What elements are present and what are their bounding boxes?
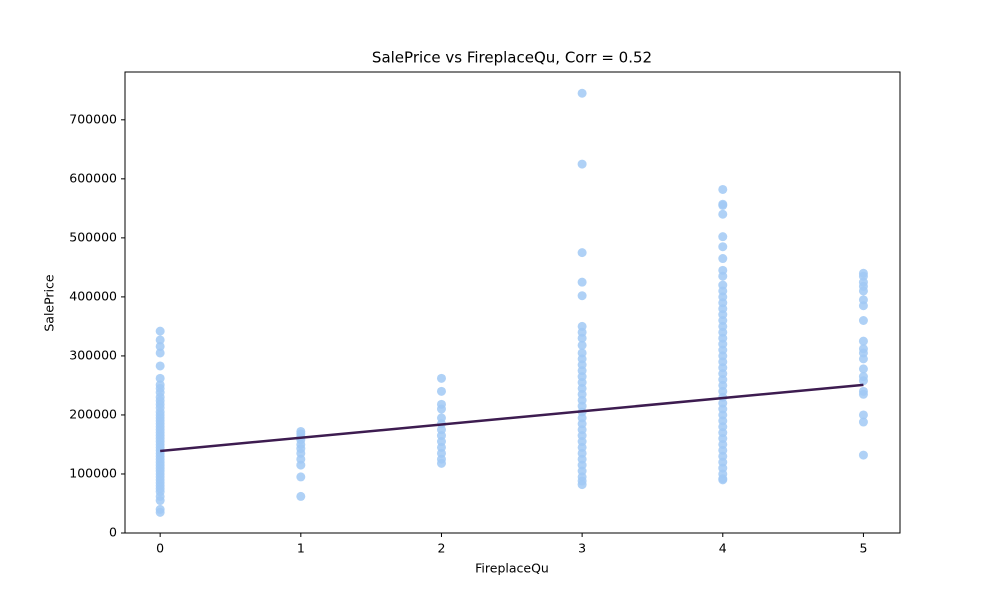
plot-frame: [124, 71, 901, 534]
y-tick-label: 300000: [69, 347, 117, 362]
point: [155, 361, 165, 371]
point: [436, 373, 446, 383]
point: [155, 335, 165, 345]
point: [858, 286, 868, 296]
point: [296, 460, 306, 470]
point: [436, 386, 446, 396]
point: [436, 458, 446, 468]
regression-line: [160, 383, 864, 453]
y-tick-label: 700000: [69, 111, 117, 126]
point: [858, 364, 868, 374]
point: [577, 480, 587, 490]
point: [858, 336, 868, 346]
point: [718, 254, 728, 264]
x-tick-label: 5: [859, 541, 867, 556]
point: [718, 209, 728, 219]
point: [296, 472, 306, 482]
point: [718, 184, 728, 194]
point: [858, 316, 868, 326]
y-tick-label: 0: [109, 525, 117, 540]
point: [155, 348, 165, 358]
point: [577, 159, 587, 169]
x-tick-label: 3: [578, 541, 586, 556]
point: [155, 341, 165, 351]
point: [436, 404, 446, 414]
point: [718, 242, 728, 252]
point: [858, 301, 868, 311]
point: [858, 410, 868, 420]
point: [718, 271, 728, 281]
chart-title: SalePrice vs FireplaceQu, Corr = 0.52: [372, 49, 652, 67]
point: [577, 277, 587, 287]
x-tick-label: 1: [297, 541, 305, 556]
point: [155, 326, 165, 336]
y-tick-label: 100000: [69, 465, 117, 480]
point: [858, 354, 868, 364]
x-axis-label: FireplaceQu: [475, 561, 549, 576]
y-axis-label: SalePrice: [42, 274, 57, 332]
point: [718, 232, 728, 242]
x-tick-label: 4: [719, 541, 727, 556]
point: [155, 507, 165, 517]
point: [718, 200, 728, 210]
x-tick-label: 0: [156, 541, 164, 556]
point: [155, 496, 165, 506]
y-tick-label: 600000: [69, 170, 117, 185]
y-tick-label: 200000: [69, 406, 117, 421]
point: [577, 333, 587, 343]
point: [858, 389, 868, 399]
y-tick-label: 500000: [69, 229, 117, 244]
point: [577, 291, 587, 301]
point: [858, 450, 868, 460]
point: [858, 417, 868, 427]
point: [155, 373, 165, 383]
point: [577, 248, 587, 258]
point: [858, 376, 868, 386]
x-tick-label: 2: [437, 541, 445, 556]
point: [577, 88, 587, 98]
y-tick-label: 400000: [69, 288, 117, 303]
point: [577, 340, 587, 350]
point: [296, 491, 306, 501]
point: [718, 475, 728, 485]
